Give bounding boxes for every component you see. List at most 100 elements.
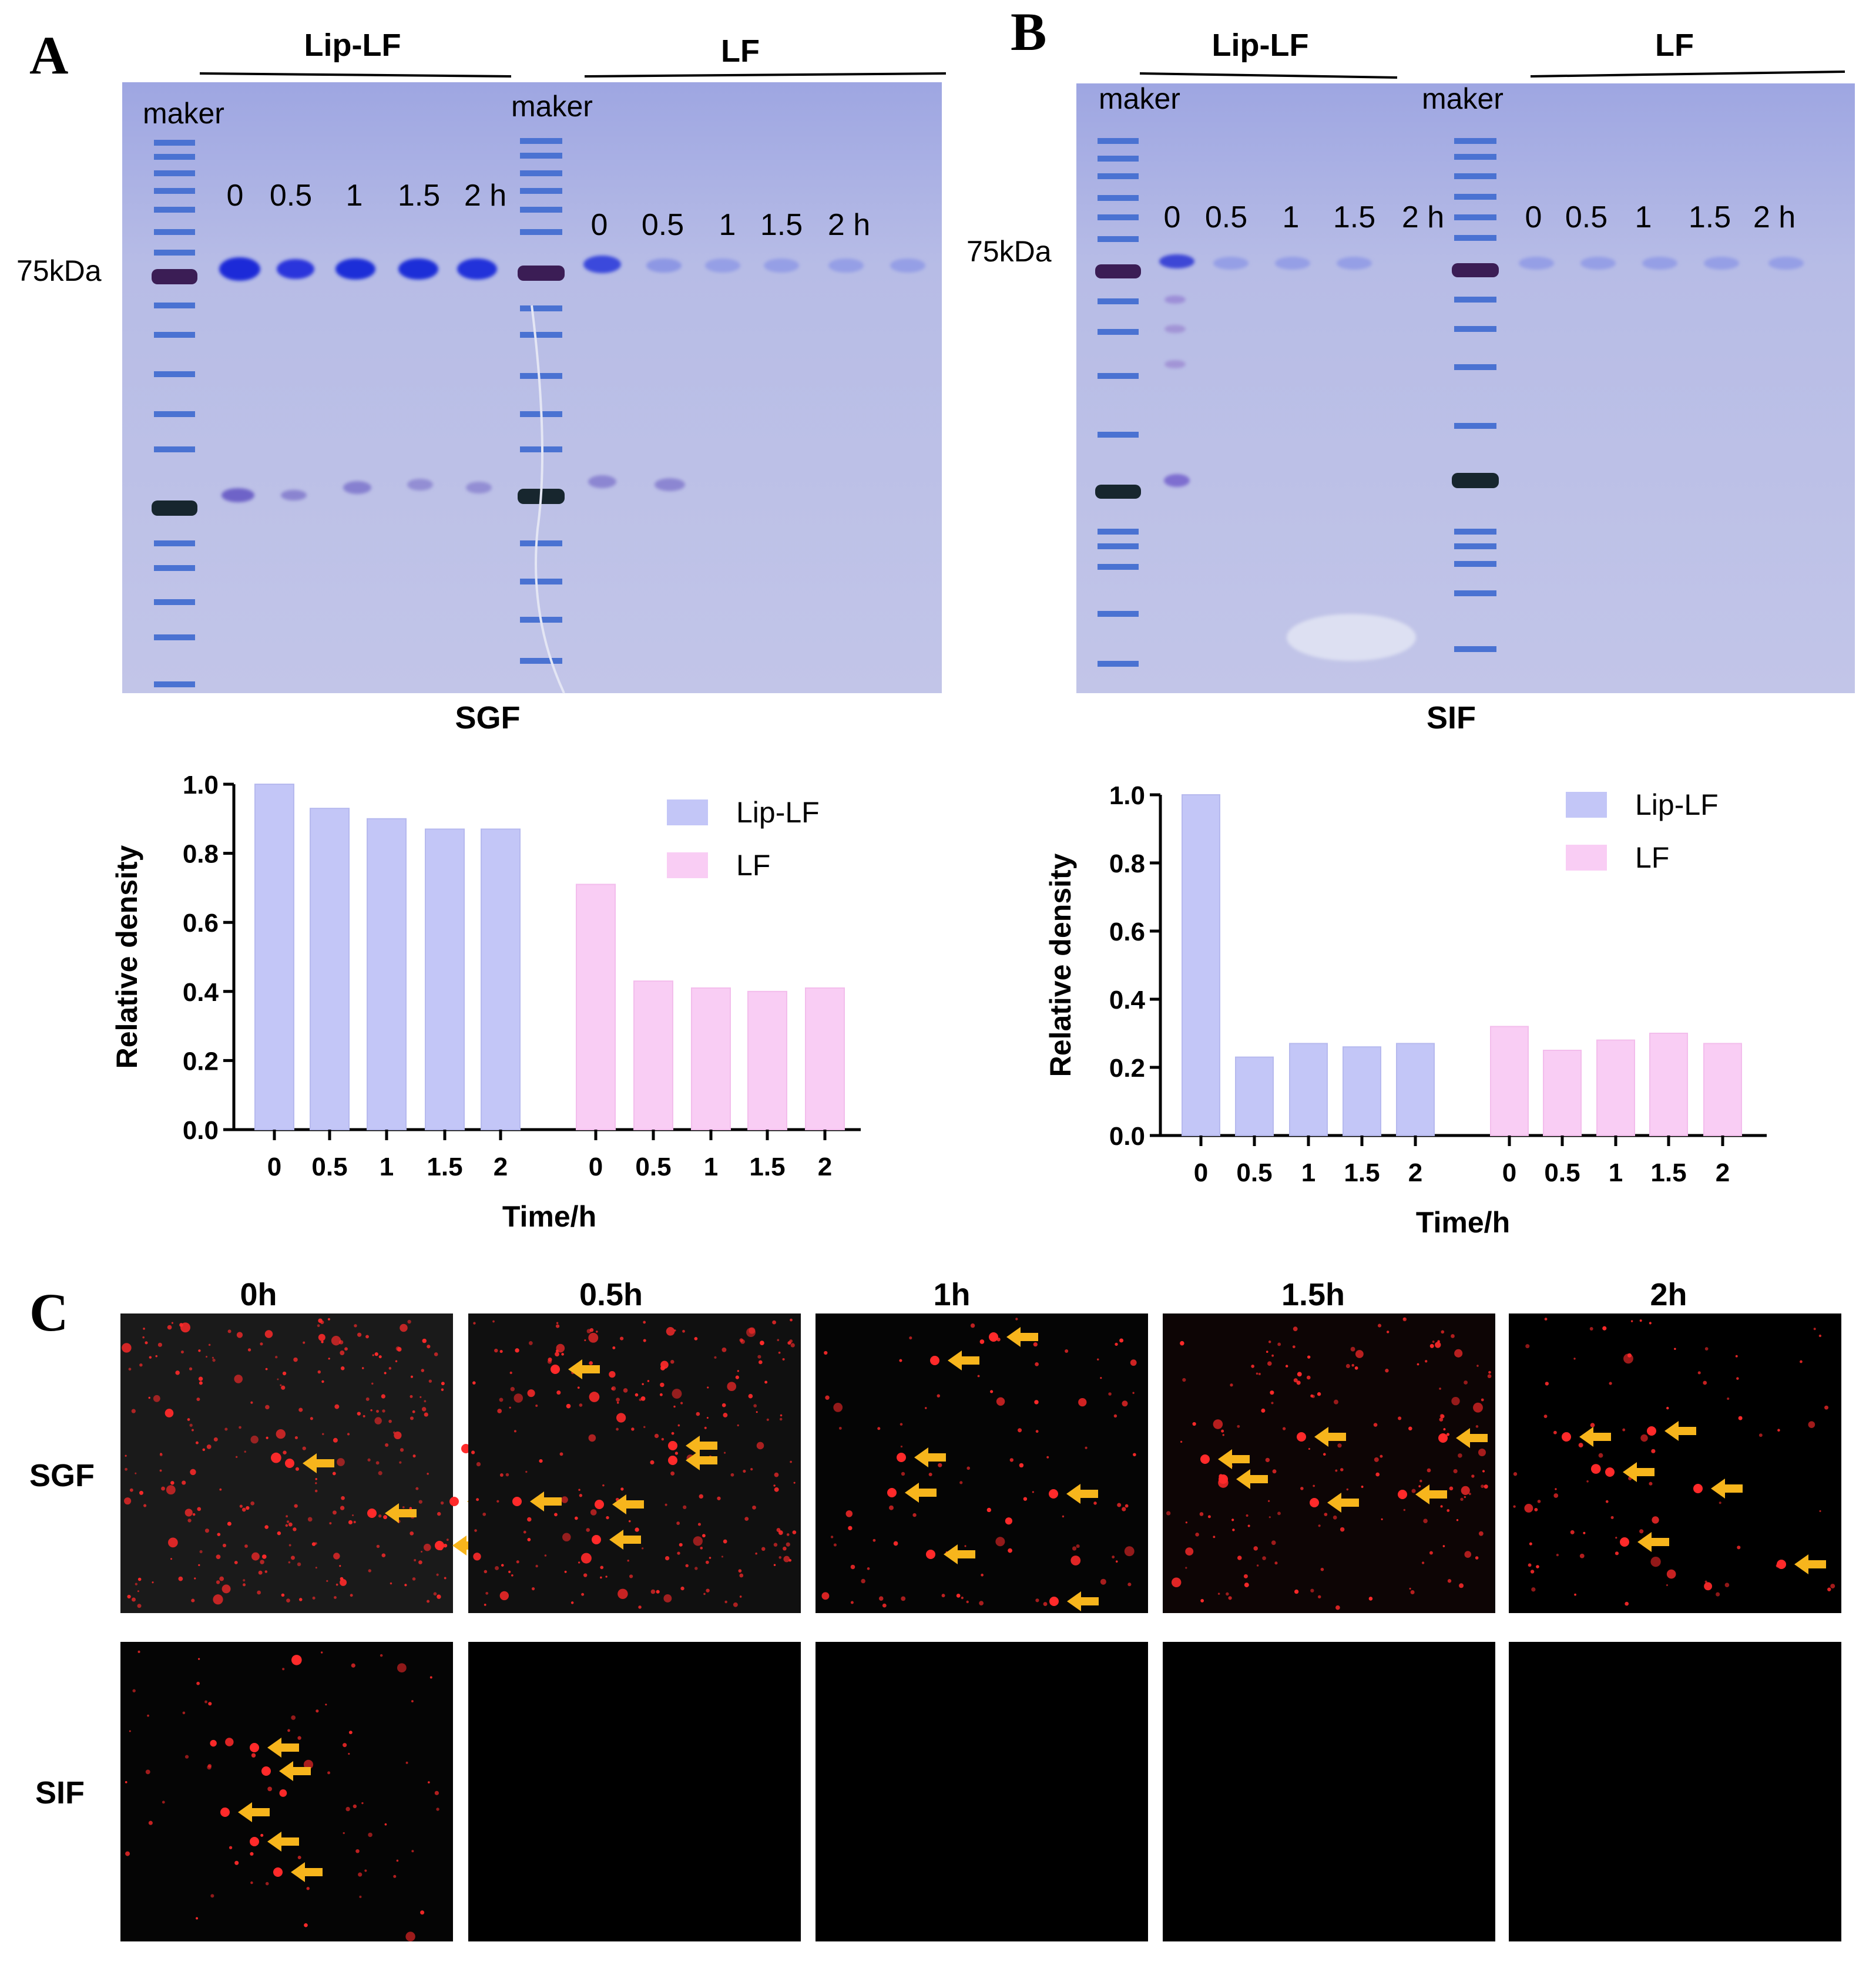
bar xyxy=(367,818,407,1131)
micrograph xyxy=(1163,1642,1495,1941)
x-tick-label: 0 xyxy=(1194,1158,1208,1187)
bar xyxy=(1543,1050,1582,1136)
y-tick-label: 0.4 xyxy=(1109,986,1146,1014)
x-tick-label: 0.5 xyxy=(635,1153,671,1181)
x-tick-label: 1.5 xyxy=(1650,1158,1686,1187)
y-tick-label: 0.6 xyxy=(1109,918,1145,946)
lane-label: 1.5 xyxy=(760,208,803,242)
lane-label: 1.5 xyxy=(1333,200,1375,234)
y-tick-label: 0.8 xyxy=(1109,849,1145,878)
gel-caption-a: SGF xyxy=(455,700,520,735)
micrograph xyxy=(815,1642,1148,1941)
pointer-arrow xyxy=(1236,1469,1268,1489)
x-tick-label: 0.5 xyxy=(311,1153,347,1181)
micrograph xyxy=(120,1313,511,1613)
pointer-arrow xyxy=(1327,1493,1359,1513)
lane-label: 0 xyxy=(1164,200,1181,234)
bar xyxy=(633,980,673,1131)
y-axis-label: Relative density xyxy=(1044,853,1077,1077)
row-label-sif: SIF xyxy=(35,1775,85,1810)
bar-chart-a: 0.0 0.2 0.4 0.6 0.8 1.0 0 0.5 1 1.5 2 0 0.5 1 1.5 2 Time… xyxy=(110,771,861,1233)
lane-label: 1 xyxy=(346,179,363,213)
group-label-lip-lf-a: Lip-LF xyxy=(304,28,401,63)
lane-label: 0.5 xyxy=(642,208,684,242)
marker-lane-b2 xyxy=(1452,138,1499,652)
group-line-lip-lf-a xyxy=(199,72,512,78)
bar xyxy=(1182,794,1220,1136)
pointer-arrow xyxy=(267,1832,299,1852)
y-tick-label: 0.0 xyxy=(1109,1122,1145,1151)
pointer-arrow xyxy=(385,1503,417,1523)
x-axis-label: Time/h xyxy=(1416,1206,1510,1239)
time-label: 0.5h xyxy=(579,1277,643,1312)
marker-lane-a1 xyxy=(152,140,197,687)
lane-label: 2 h xyxy=(464,179,506,213)
legend-swatch xyxy=(667,799,708,825)
bar xyxy=(1649,1033,1688,1136)
legend-swatch xyxy=(1566,845,1607,871)
legend-swatch xyxy=(1566,792,1607,818)
x-tick-label: 0 xyxy=(1502,1158,1516,1187)
pointer-arrow xyxy=(1456,1428,1488,1448)
pointer-arrow xyxy=(905,1483,937,1503)
pointer-arrow xyxy=(291,1862,323,1882)
scale-bar xyxy=(1778,1949,1820,1957)
lane-labels-b2: 0 0.5 1 1.5 2 h xyxy=(1525,200,1796,234)
lane-label: 1.5 xyxy=(398,179,440,213)
bar xyxy=(254,784,294,1130)
bar-chart-b: 0.0 0.2 0.4 0.6 0.8 1.0 0 0.5 1 1.5 2 0 0.5 1 1.5 2 Time… xyxy=(1044,781,1767,1239)
pointer-arrow xyxy=(303,1453,334,1473)
micrograph xyxy=(815,1313,1148,1613)
panel-letter-a: A xyxy=(29,25,68,85)
lane-label: 2 h xyxy=(828,208,870,242)
bar xyxy=(1289,1043,1328,1137)
time-label: 2h xyxy=(1650,1277,1687,1312)
pointer-arrow xyxy=(686,1450,717,1470)
y-tick-label: 1.0 xyxy=(1109,781,1145,810)
lane-label: 0.5 xyxy=(270,179,312,213)
pointer-arrow xyxy=(568,1359,600,1379)
pointer-arrow xyxy=(1218,1449,1250,1469)
pointer-arrow xyxy=(914,1447,946,1467)
pointer-arrow xyxy=(1711,1479,1743,1499)
micrograph xyxy=(1509,1313,1841,1613)
bar xyxy=(805,987,845,1131)
x-tick-label: 1 xyxy=(380,1153,394,1181)
x-tick-label: 1.5 xyxy=(749,1153,785,1181)
gel-image-a xyxy=(122,82,942,694)
group-line-lip-lf-b xyxy=(1139,72,1398,79)
panel-c: C 0h 0.5h 1h 1.5h 2h SGF SIF xyxy=(29,1277,1841,1957)
lane-labels-b1: 0 0.5 1 1.5 2 h xyxy=(1164,200,1445,234)
micrograph xyxy=(468,1313,801,1613)
lane-label: 0 xyxy=(227,179,244,213)
lane-label: 2 h xyxy=(1753,200,1796,234)
bar xyxy=(691,987,731,1131)
y-tick-label: 0.2 xyxy=(183,1047,219,1076)
x-tick-label: 2 xyxy=(494,1153,508,1181)
x-tick-label: 1 xyxy=(1301,1158,1315,1187)
bar xyxy=(1396,1043,1435,1137)
pointer-arrow xyxy=(1415,1484,1447,1504)
bar xyxy=(747,990,787,1131)
x-tick-label: 1.5 xyxy=(427,1153,462,1181)
micrograph-grid xyxy=(120,1313,1841,1941)
legend-label: Lip-LF xyxy=(736,796,820,829)
legend-label: Lip-LF xyxy=(1635,788,1719,821)
group-label-lf-b: LF xyxy=(1655,28,1694,63)
x-tick-label: 1 xyxy=(704,1153,718,1181)
x-tick-label: 1 xyxy=(1609,1158,1623,1187)
panel-letter-c: C xyxy=(29,1282,68,1342)
bar xyxy=(425,828,465,1130)
pointer-arrow xyxy=(686,1436,717,1456)
time-label: 1h xyxy=(933,1277,970,1312)
pointer-arrow xyxy=(1067,1591,1099,1611)
pointer-arrow xyxy=(1623,1462,1654,1482)
x-tick-label: 0 xyxy=(267,1153,281,1181)
y-tick-label: 1.0 xyxy=(183,771,219,799)
group-line-lf-a xyxy=(584,72,947,78)
lane-label: 1.5 xyxy=(1689,200,1731,234)
time-label: 0h xyxy=(240,1277,277,1312)
pointer-arrow xyxy=(530,1491,562,1511)
pointer-arrow xyxy=(612,1494,644,1514)
